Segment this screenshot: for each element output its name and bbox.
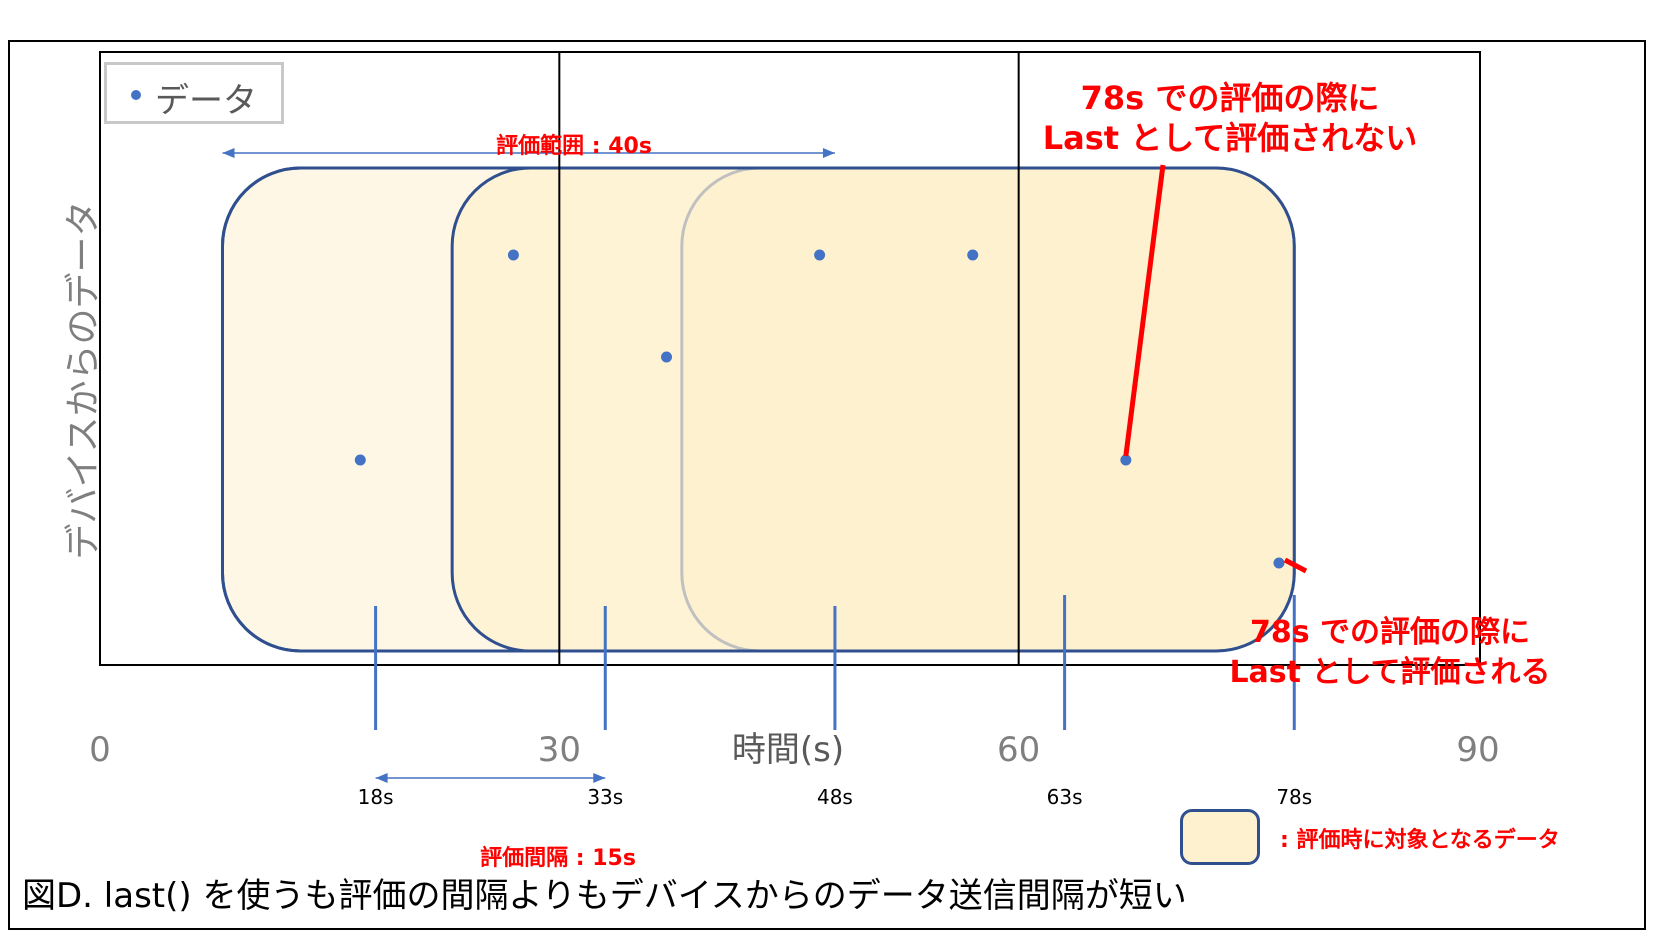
- window-key-swatch: [1180, 809, 1260, 865]
- annotation-pointer-last: [1283, 557, 1308, 574]
- y-axis-label: デバイスからのデータ: [63, 200, 104, 560]
- x-tick-label: 30: [537, 730, 581, 770]
- span-arrows: [222, 148, 835, 783]
- evaluation-time-label: 33s: [587, 785, 624, 809]
- evaluation-lines: [374, 595, 1296, 730]
- x-axis-label: 時間(s): [731, 730, 845, 770]
- evaluation-time-label: 18s: [357, 785, 394, 809]
- window-key-label: : 評価時に対象となるデータ: [1280, 828, 1560, 853]
- data-point: [967, 249, 979, 261]
- interval-label: 評価間隔 : 15s: [480, 846, 636, 871]
- evaluation-window: [680, 166, 1296, 653]
- legend: データ: [104, 62, 284, 124]
- legend-label: データ: [155, 81, 257, 121]
- annotation-not-last-line1: 78s での評価の際に: [1080, 79, 1380, 117]
- data-point: [354, 454, 366, 466]
- annotation-not-last: 78s での評価の際に Last として評価されない: [1043, 78, 1418, 158]
- annotation-pointer-not-last: [1123, 164, 1166, 457]
- evaluation-windows: [220, 166, 1296, 653]
- range-arrow-head-right: [822, 148, 835, 158]
- data-points: [354, 249, 1285, 569]
- interval-arrow-head-left: [375, 773, 388, 783]
- evaluation-time-label: 78s: [1276, 785, 1313, 809]
- annotation-last-line1: 78s での評価の際に: [1249, 615, 1531, 650]
- data-point: [1120, 454, 1132, 466]
- range-label: 評価範囲 : 40s: [496, 134, 652, 159]
- annotation-last-line2: Last として評価される: [1229, 655, 1551, 690]
- x-tick-label: 90: [1456, 730, 1500, 770]
- x-tick-label: 0: [89, 730, 111, 770]
- interval-arrow-head-right: [593, 773, 606, 783]
- evaluation-time-label: 63s: [1046, 785, 1083, 809]
- figure-caption: 図D. last() を使うも評価の間隔よりもデバイスからのデータ送信間隔が短い: [22, 876, 1187, 916]
- range-arrow-head-left: [222, 148, 235, 158]
- evaluation-time-label: 48s: [816, 785, 853, 809]
- data-point: [1273, 557, 1285, 569]
- gridlines: [558, 52, 1020, 665]
- figure-frame: [8, 40, 1646, 930]
- evaluation-window-outline: [220, 166, 1296, 653]
- annotation-pointers: [1123, 164, 1308, 574]
- data-point: [814, 249, 826, 261]
- annotation-last: 78s での評価の際に Last として評価される: [1229, 613, 1550, 693]
- data-point: [661, 351, 673, 363]
- data-point: [507, 249, 519, 261]
- legend-marker: [131, 90, 141, 100]
- x-tick-label: 60: [997, 730, 1041, 770]
- annotation-not-last-line2: Last として評価されない: [1042, 119, 1418, 157]
